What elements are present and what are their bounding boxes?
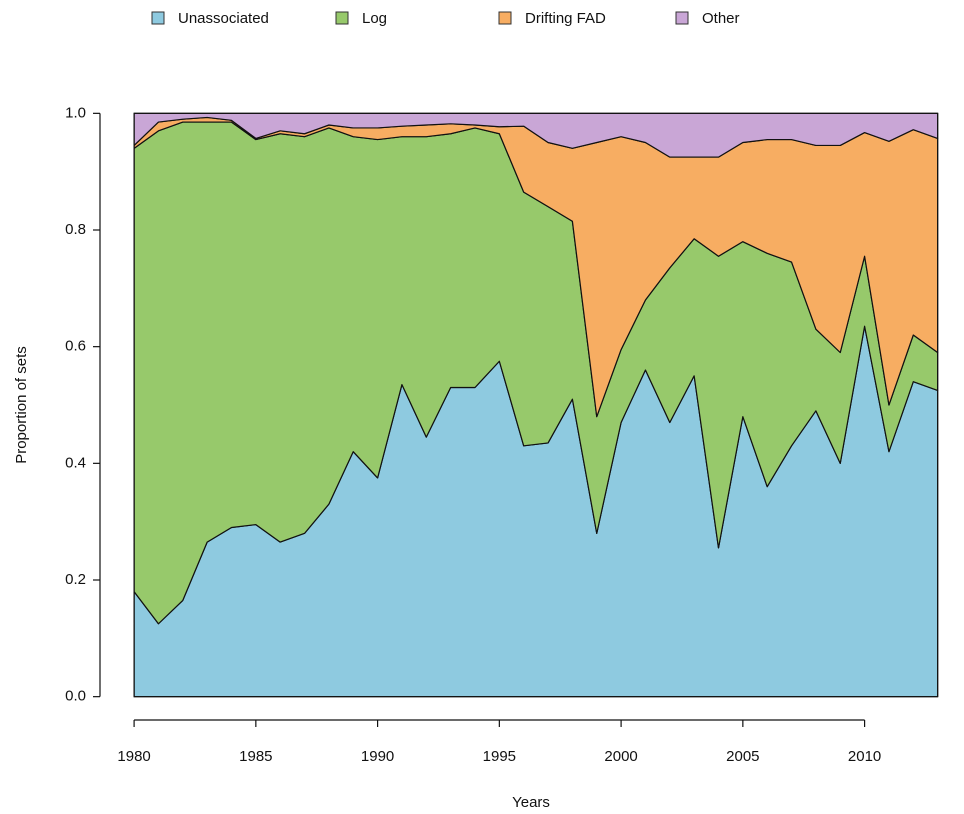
x-tick-label: 1980	[117, 748, 150, 765]
x-tick-label: 1990	[361, 748, 394, 765]
y-tick-label: 0.2	[65, 571, 86, 588]
y-axis-label: Proportion of sets	[13, 346, 30, 464]
x-tick-label: 2005	[726, 748, 759, 765]
y-tick-label: 0.6	[65, 338, 86, 355]
x-tick-label: 2000	[604, 748, 637, 765]
plot-frame	[133, 112, 939, 698]
x-axis-label: Years	[512, 794, 550, 811]
legend-swatch	[498, 11, 512, 25]
y-tick-label: 0.8	[65, 221, 86, 238]
x-tick-label: 2010	[848, 748, 881, 765]
y-tick-label: 0.4	[65, 454, 86, 471]
y-tick-label: 0.0	[65, 688, 86, 705]
legend-swatch	[151, 11, 165, 25]
legend-swatch	[675, 11, 689, 25]
legend-swatch	[335, 11, 349, 25]
x-tick-label: 1985	[239, 748, 272, 765]
legend-label: Log	[362, 10, 387, 27]
legend-label: Unassociated	[178, 10, 269, 27]
y-tick-label: 1.0	[65, 104, 86, 121]
x-tick-label: 1995	[483, 748, 516, 765]
legend-label: Other	[702, 10, 740, 27]
legend-label: Drifting FAD	[525, 10, 606, 27]
